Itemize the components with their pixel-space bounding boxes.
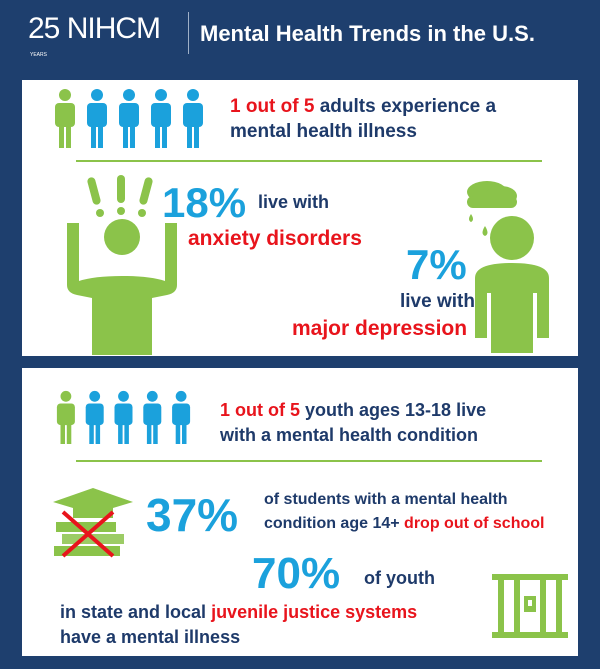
depressed-person-icon (467, 181, 549, 353)
adults-panel: 1 out of 5 adults experience a mental hea… (22, 80, 578, 356)
header-divider (188, 12, 189, 54)
people-icons-youth (56, 390, 191, 444)
nihcm-logo: 25 YEARS NIHCM (28, 12, 161, 58)
logo-years: YEARS (30, 52, 47, 58)
dropout-label: drop out of school (404, 515, 545, 532)
youth-ratio: 1 out of 5 (220, 400, 300, 420)
anxious-person-icon (67, 175, 177, 355)
justice-label: juvenile justice systems (211, 602, 418, 622)
adults-ratio: 1 out of 5 (230, 96, 315, 117)
divider-line (76, 460, 542, 462)
youth-line1: youth ages 13-18 live (305, 400, 487, 420)
dropout-line1: of students with a mental health (264, 491, 508, 508)
logo-text: NIHCM (66, 12, 161, 45)
dropout-percent: 37% (146, 489, 239, 541)
anxiety-percent: 18% (162, 179, 247, 226)
youth-line2: with a mental health condition (220, 425, 479, 445)
adults-line1: adults experience a (319, 96, 497, 117)
depression-percent: 7% (406, 241, 467, 288)
depression-prefix: live with (400, 291, 475, 312)
graduation-books-crossed-icon (53, 488, 133, 558)
justice-percent: 70% (252, 549, 341, 598)
anxiety-prefix: live with (258, 192, 330, 212)
adults-line2: mental health illness (230, 121, 417, 142)
anxiety-label: anxiety disorders (188, 227, 362, 250)
logo-number: 25 (28, 12, 60, 45)
jail-bars-icon (492, 574, 568, 638)
justice-suffix: of youth (364, 568, 435, 588)
people-icons-adults (55, 89, 203, 148)
depression-label: major depression (292, 317, 468, 340)
divider-line (76, 160, 542, 162)
justice-line2: have a mental illness (60, 627, 241, 647)
page-title: Mental Health Trends in the U.S. (200, 21, 535, 46)
youth-panel: 1 out of 5 youth ages 13-18 live with a m… (22, 368, 578, 656)
dropout-line2: condition age 14+ (264, 515, 400, 532)
justice-line1: in state and local (60, 602, 207, 622)
